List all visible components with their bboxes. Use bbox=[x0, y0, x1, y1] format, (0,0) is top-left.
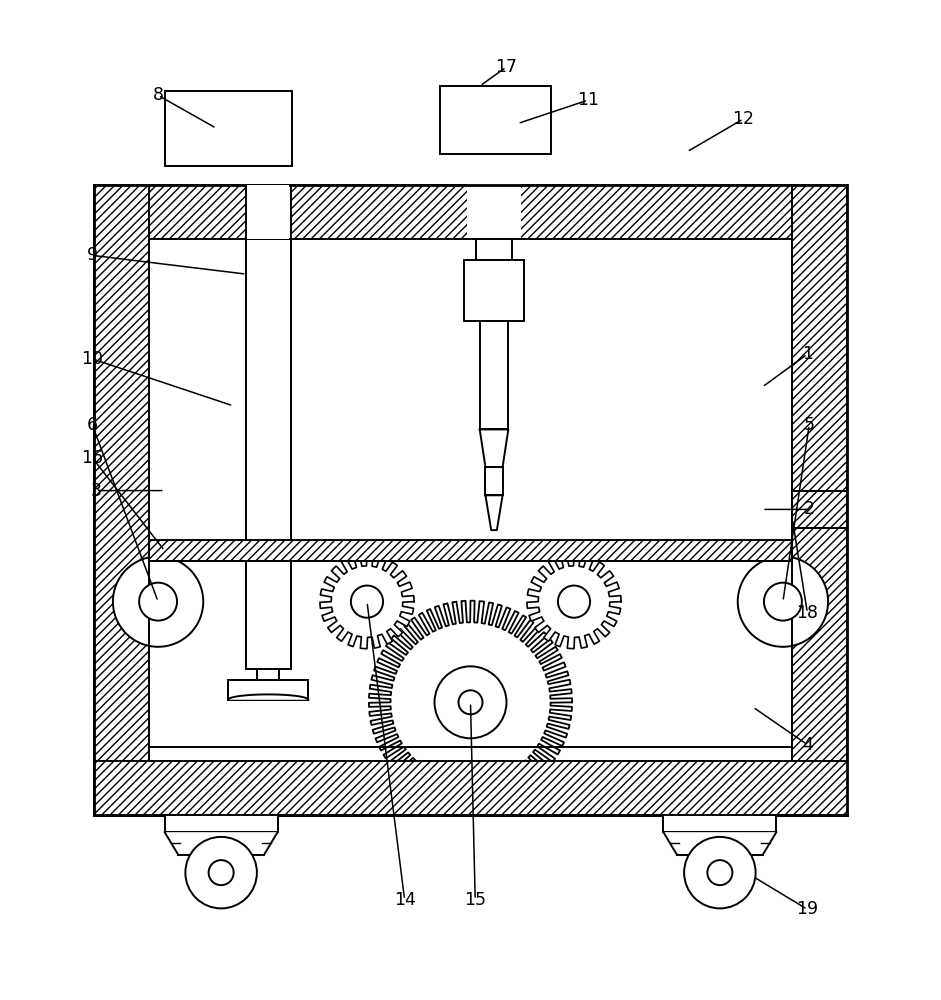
Bar bbox=[465, 260, 523, 321]
Bar bbox=[246, 139, 291, 240]
Polygon shape bbox=[228, 694, 308, 700]
Text: 11: 11 bbox=[577, 91, 599, 109]
Polygon shape bbox=[320, 555, 414, 649]
Polygon shape bbox=[480, 429, 508, 467]
Circle shape bbox=[139, 583, 177, 621]
Circle shape bbox=[450, 519, 491, 560]
Polygon shape bbox=[486, 495, 502, 530]
Bar bbox=[149, 239, 792, 747]
Text: 6: 6 bbox=[87, 416, 98, 434]
Text: 15: 15 bbox=[464, 891, 486, 909]
Text: 8: 8 bbox=[152, 86, 164, 104]
Bar bbox=[246, 239, 291, 540]
Circle shape bbox=[209, 860, 233, 885]
Text: 18: 18 bbox=[796, 604, 819, 622]
Bar bbox=[792, 491, 847, 528]
Bar bbox=[94, 185, 847, 239]
Text: 2: 2 bbox=[804, 500, 815, 518]
Text: 12: 12 bbox=[732, 110, 755, 128]
Text: 17: 17 bbox=[495, 58, 518, 76]
Bar bbox=[149, 239, 792, 747]
Text: 9: 9 bbox=[87, 246, 98, 264]
Text: 14: 14 bbox=[393, 891, 416, 909]
Polygon shape bbox=[228, 694, 308, 700]
Polygon shape bbox=[527, 555, 621, 649]
Circle shape bbox=[435, 666, 506, 738]
Bar bbox=[94, 761, 847, 815]
Bar bbox=[149, 540, 792, 561]
Circle shape bbox=[351, 586, 383, 618]
Bar bbox=[480, 321, 508, 429]
Bar bbox=[476, 239, 512, 260]
Bar bbox=[257, 669, 279, 680]
Bar bbox=[149, 239, 792, 540]
Bar bbox=[663, 815, 776, 832]
Bar bbox=[149, 540, 792, 561]
Bar bbox=[465, 260, 523, 321]
Bar bbox=[94, 185, 149, 815]
Text: 1: 1 bbox=[802, 345, 813, 363]
Bar bbox=[476, 239, 512, 260]
Circle shape bbox=[558, 586, 590, 618]
Bar bbox=[467, 139, 521, 240]
Circle shape bbox=[708, 860, 732, 885]
Circle shape bbox=[113, 556, 203, 647]
Text: 19: 19 bbox=[796, 900, 819, 918]
Text: 16: 16 bbox=[81, 449, 104, 467]
Text: 3: 3 bbox=[90, 482, 102, 500]
Bar bbox=[149, 540, 792, 561]
Circle shape bbox=[684, 837, 756, 908]
Bar bbox=[480, 321, 508, 429]
Circle shape bbox=[185, 837, 257, 908]
Bar bbox=[228, 680, 308, 700]
Bar bbox=[94, 761, 847, 815]
Bar bbox=[486, 467, 502, 495]
Polygon shape bbox=[165, 832, 278, 855]
Polygon shape bbox=[480, 429, 508, 467]
Bar bbox=[149, 540, 792, 561]
Text: 5: 5 bbox=[804, 416, 815, 434]
Bar bbox=[486, 467, 502, 495]
Polygon shape bbox=[369, 601, 572, 804]
Bar bbox=[150, 240, 791, 540]
Bar bbox=[165, 91, 292, 166]
Circle shape bbox=[738, 556, 828, 647]
Bar bbox=[246, 561, 291, 669]
Bar bbox=[792, 491, 847, 528]
Circle shape bbox=[764, 583, 802, 621]
Polygon shape bbox=[228, 680, 308, 700]
Bar bbox=[94, 185, 847, 815]
Text: 4: 4 bbox=[802, 736, 813, 754]
Bar bbox=[246, 185, 291, 669]
Polygon shape bbox=[663, 832, 776, 855]
Bar bbox=[440, 86, 551, 154]
Circle shape bbox=[458, 690, 483, 714]
Polygon shape bbox=[486, 495, 502, 530]
Bar bbox=[165, 815, 278, 832]
Bar bbox=[792, 185, 847, 815]
Bar bbox=[247, 185, 289, 239]
Text: 10: 10 bbox=[81, 350, 104, 368]
